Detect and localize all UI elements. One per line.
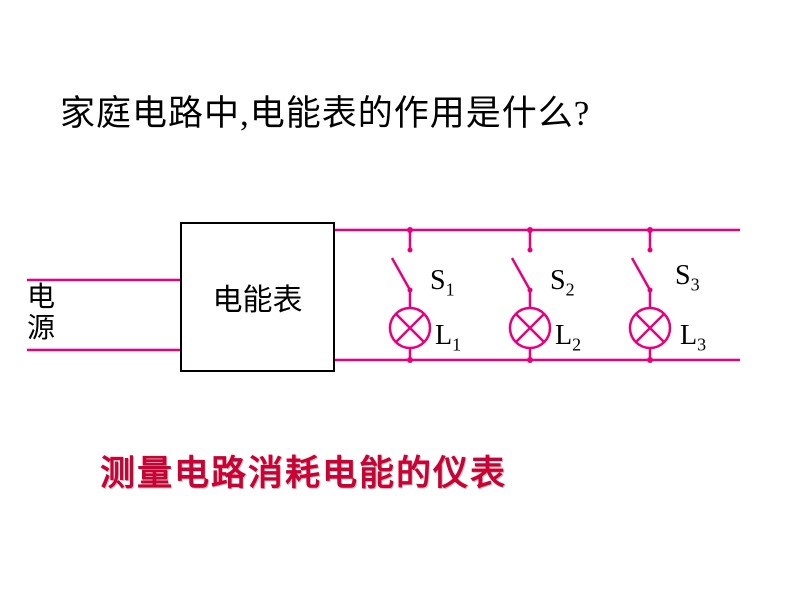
lamp-label-3: L3	[680, 320, 706, 356]
switch-label-2: S2	[550, 265, 575, 301]
switch-label-1: S1	[430, 265, 455, 301]
lamp-label-2: L2	[555, 320, 581, 356]
answer-text: 测量电路消耗电能的仪表	[100, 445, 507, 496]
lamp-label-1: L1	[435, 320, 461, 356]
switch-label-3: S3	[675, 260, 700, 296]
circuit-diagram	[0, 0, 794, 596]
